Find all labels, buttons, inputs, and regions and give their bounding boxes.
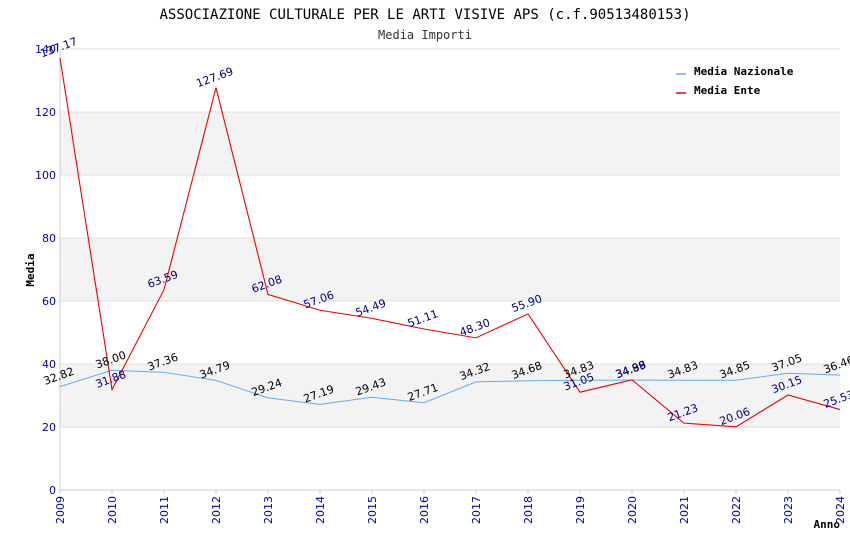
x-tick-label: 2024: [834, 496, 847, 524]
y-tick-label: 120: [35, 106, 56, 119]
y-tick-label: 20: [42, 421, 56, 434]
series-line-media-nazionale: [59, 369, 841, 405]
x-tick-label: 2016: [418, 496, 431, 524]
gridlines: [60, 48, 840, 428]
grid-band: [60, 112, 840, 175]
x-tick-label: 2019: [574, 496, 587, 524]
x-tick-label: 2022: [730, 496, 743, 524]
series-lines: [59, 57, 841, 428]
chart-subtitle: Media Importi: [378, 28, 472, 42]
y-tick-label: 60: [42, 295, 56, 308]
y-tick-label: 40: [42, 358, 56, 371]
x-tick-label: 2012: [210, 496, 223, 524]
legend-label-media-nazionale: Media Nazionale: [694, 65, 794, 78]
legend-label-media-ente: Media Ente: [694, 84, 761, 97]
x-tick-label: 2011: [158, 496, 171, 524]
y-tick-label: 0: [49, 484, 56, 497]
legend: Media Nazionale Media Ente: [676, 65, 794, 97]
x-tick-label: 2021: [678, 496, 691, 524]
grid-band: [60, 364, 840, 427]
grid-band: [60, 301, 840, 364]
y-axis-title: Media: [24, 253, 37, 286]
x-tick-label: 2023: [782, 496, 795, 524]
y-tick-label: 100: [35, 169, 56, 182]
x-tick-label: 2010: [106, 496, 119, 524]
x-tick-label: 2009: [54, 496, 67, 524]
x-tick-label: 2015: [366, 496, 379, 524]
y-ticks: 0 20 40 60 80 100 120 140: [35, 43, 56, 497]
grid-band: [60, 49, 840, 112]
x-tick-label: 2018: [522, 496, 535, 524]
x-ticks: 2009 2010 2011 2012 2013 2014 2015 2016 2017 2018…: [54, 490, 847, 524]
x-tick-label: 2014: [314, 496, 327, 524]
x-tick-label: 2020: [626, 496, 639, 524]
y-tick-label: 140: [35, 43, 56, 56]
x-tick-label: 2017: [470, 496, 483, 524]
grid-band: [60, 427, 840, 490]
chart-title: ASSOCIAZIONE CULTURALE PER LE ARTI VISIV…: [159, 7, 690, 23]
y-tick-label: 80: [42, 232, 56, 245]
grid-band: [60, 238, 840, 301]
x-axis-title: Anno: [814, 518, 841, 531]
series-line-media-ente: [59, 57, 841, 428]
x-tick-label: 2013: [262, 496, 275, 524]
plot-bands: [60, 49, 840, 490]
grid-band: [60, 175, 840, 238]
